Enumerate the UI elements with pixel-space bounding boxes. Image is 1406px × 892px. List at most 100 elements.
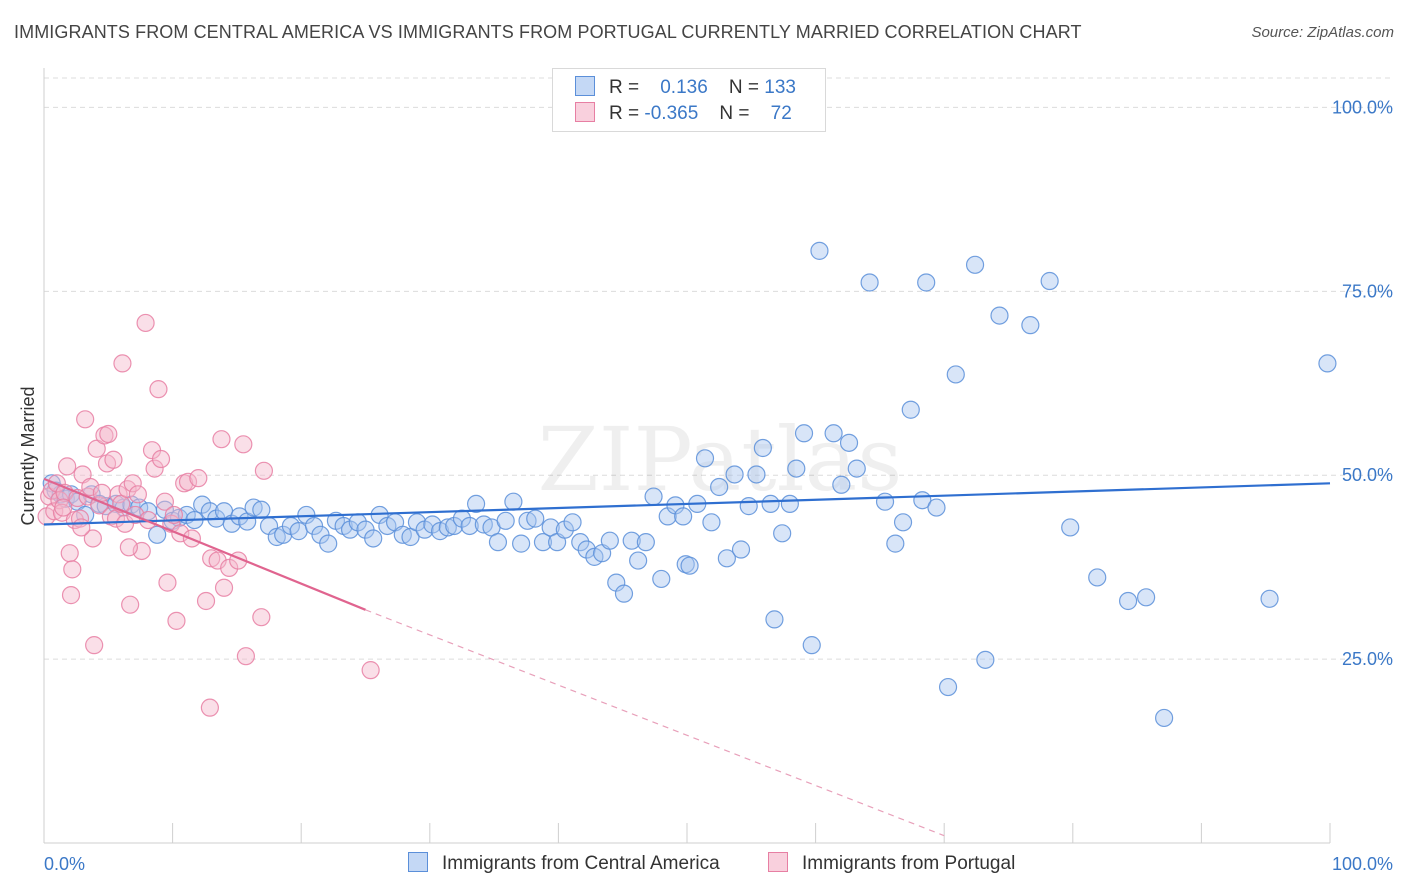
point-central-america bbox=[319, 534, 338, 553]
point-portugal bbox=[167, 611, 186, 630]
point-central-america bbox=[794, 424, 814, 443]
point-central-america bbox=[407, 513, 427, 532]
point-portugal bbox=[189, 469, 208, 488]
point-portugal bbox=[81, 477, 100, 497]
point-portugal bbox=[214, 578, 234, 597]
trend-lines bbox=[43, 477, 1331, 837]
point-central-america bbox=[629, 551, 648, 570]
bottom-legend-swatch-blue bbox=[408, 852, 428, 872]
point-central-america bbox=[526, 509, 545, 528]
point-portugal bbox=[118, 480, 137, 499]
point-portugal bbox=[155, 492, 174, 511]
legend-r-label: R = bbox=[609, 103, 640, 124]
point-central-america bbox=[460, 516, 479, 536]
point-central-america bbox=[886, 534, 905, 553]
series-portugal bbox=[37, 313, 380, 717]
point-portugal bbox=[121, 595, 140, 614]
point-central-america bbox=[702, 513, 721, 532]
point-central-america bbox=[577, 540, 596, 559]
point-central-america bbox=[810, 241, 829, 260]
point-central-america bbox=[832, 475, 851, 494]
point-portugal bbox=[236, 647, 256, 666]
point-central-america bbox=[780, 494, 799, 513]
point-central-america bbox=[847, 459, 866, 478]
y-tick-label: 100.0% bbox=[1332, 97, 1393, 117]
point-portugal bbox=[83, 529, 102, 548]
point-central-america bbox=[438, 518, 457, 537]
y-axis-label: Currently Married bbox=[18, 386, 38, 525]
point-portugal bbox=[92, 483, 111, 502]
point-central-america bbox=[1061, 518, 1080, 537]
legend-r-value: -0.365 bbox=[644, 103, 699, 124]
point-central-america bbox=[710, 477, 729, 497]
point-portugal bbox=[196, 591, 216, 611]
point-central-america bbox=[636, 533, 655, 552]
point-central-america bbox=[965, 255, 985, 274]
point-portugal bbox=[85, 636, 104, 655]
point-portugal bbox=[158, 573, 177, 592]
point-central-america bbox=[753, 438, 772, 458]
point-central-america bbox=[917, 273, 936, 292]
point-portugal bbox=[72, 518, 91, 537]
point-central-america bbox=[946, 365, 965, 384]
point-central-america bbox=[364, 529, 383, 548]
point-central-america bbox=[1118, 591, 1138, 611]
point-central-america bbox=[761, 494, 780, 513]
point-portugal bbox=[151, 449, 171, 469]
point-central-america bbox=[731, 540, 751, 559]
axes bbox=[43, 68, 1331, 844]
legend-n-value: 133 bbox=[764, 77, 796, 98]
point-central-america bbox=[252, 500, 271, 519]
point-portugal bbox=[200, 698, 219, 717]
point-central-america bbox=[488, 533, 508, 552]
point-central-america bbox=[901, 400, 920, 419]
point-central-america bbox=[652, 569, 671, 589]
point-central-america bbox=[802, 636, 821, 655]
point-central-america bbox=[533, 533, 553, 552]
y-tick-label: 75.0% bbox=[1342, 281, 1393, 301]
point-portugal bbox=[212, 430, 231, 449]
point-portugal bbox=[60, 544, 79, 563]
point-central-america bbox=[563, 513, 582, 532]
trend-line-portugal-extension bbox=[365, 609, 945, 837]
point-central-america bbox=[622, 531, 641, 550]
point-central-america bbox=[496, 511, 515, 530]
legend-swatch-blue bbox=[575, 76, 595, 96]
point-central-america bbox=[839, 433, 859, 452]
legend-swatch-pink bbox=[575, 102, 595, 122]
point-central-america bbox=[1318, 354, 1337, 373]
point-central-america bbox=[824, 424, 843, 443]
tick-labels: 25.0% 50.0% 75.0% 100.0% 0.0% 100.0% bbox=[44, 97, 1393, 874]
point-central-america bbox=[990, 306, 1009, 325]
point-central-america bbox=[571, 533, 590, 552]
chart-source: Source: ZipAtlas.com bbox=[1251, 24, 1394, 41]
point-portugal bbox=[63, 560, 82, 579]
point-central-america bbox=[466, 494, 486, 513]
x-tick-label: 100.0% bbox=[1332, 854, 1393, 874]
point-central-america bbox=[893, 513, 913, 532]
point-central-america bbox=[555, 520, 574, 539]
legend-n-label: N = bbox=[719, 103, 750, 124]
point-portugal bbox=[178, 472, 198, 491]
point-central-america bbox=[1260, 589, 1279, 608]
point-central-america bbox=[787, 459, 806, 478]
point-central-america bbox=[680, 556, 699, 575]
point-central-america bbox=[717, 549, 736, 568]
bottom-legend-label: Immigrants from Central America bbox=[442, 853, 720, 874]
point-central-america bbox=[512, 534, 531, 553]
legend-n-value: 72 bbox=[770, 103, 792, 124]
point-central-america bbox=[747, 465, 766, 484]
point-central-america bbox=[695, 449, 715, 468]
point-central-america bbox=[1088, 568, 1107, 587]
point-central-america bbox=[773, 524, 792, 543]
point-portugal bbox=[252, 608, 271, 627]
legend-r-label: R = bbox=[609, 77, 640, 98]
y-tick-label: 50.0% bbox=[1342, 465, 1393, 485]
point-central-america bbox=[148, 525, 167, 544]
point-central-america bbox=[1040, 271, 1059, 291]
point-portugal bbox=[99, 424, 118, 444]
point-central-america bbox=[600, 531, 619, 550]
point-portugal bbox=[128, 485, 147, 504]
point-central-america bbox=[504, 492, 523, 511]
point-portugal bbox=[136, 313, 155, 333]
